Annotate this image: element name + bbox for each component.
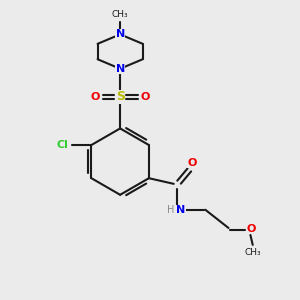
Text: O: O: [140, 92, 150, 102]
Text: S: S: [116, 90, 124, 104]
Text: O: O: [91, 92, 100, 102]
Text: CH₃: CH₃: [244, 248, 261, 257]
Text: N: N: [116, 29, 125, 39]
Text: O: O: [188, 158, 197, 168]
Text: O: O: [246, 224, 256, 234]
Text: CH₃: CH₃: [112, 10, 128, 19]
Text: N: N: [116, 64, 125, 74]
Text: Cl: Cl: [56, 140, 68, 150]
Text: H: H: [167, 206, 175, 215]
Text: N: N: [176, 206, 186, 215]
